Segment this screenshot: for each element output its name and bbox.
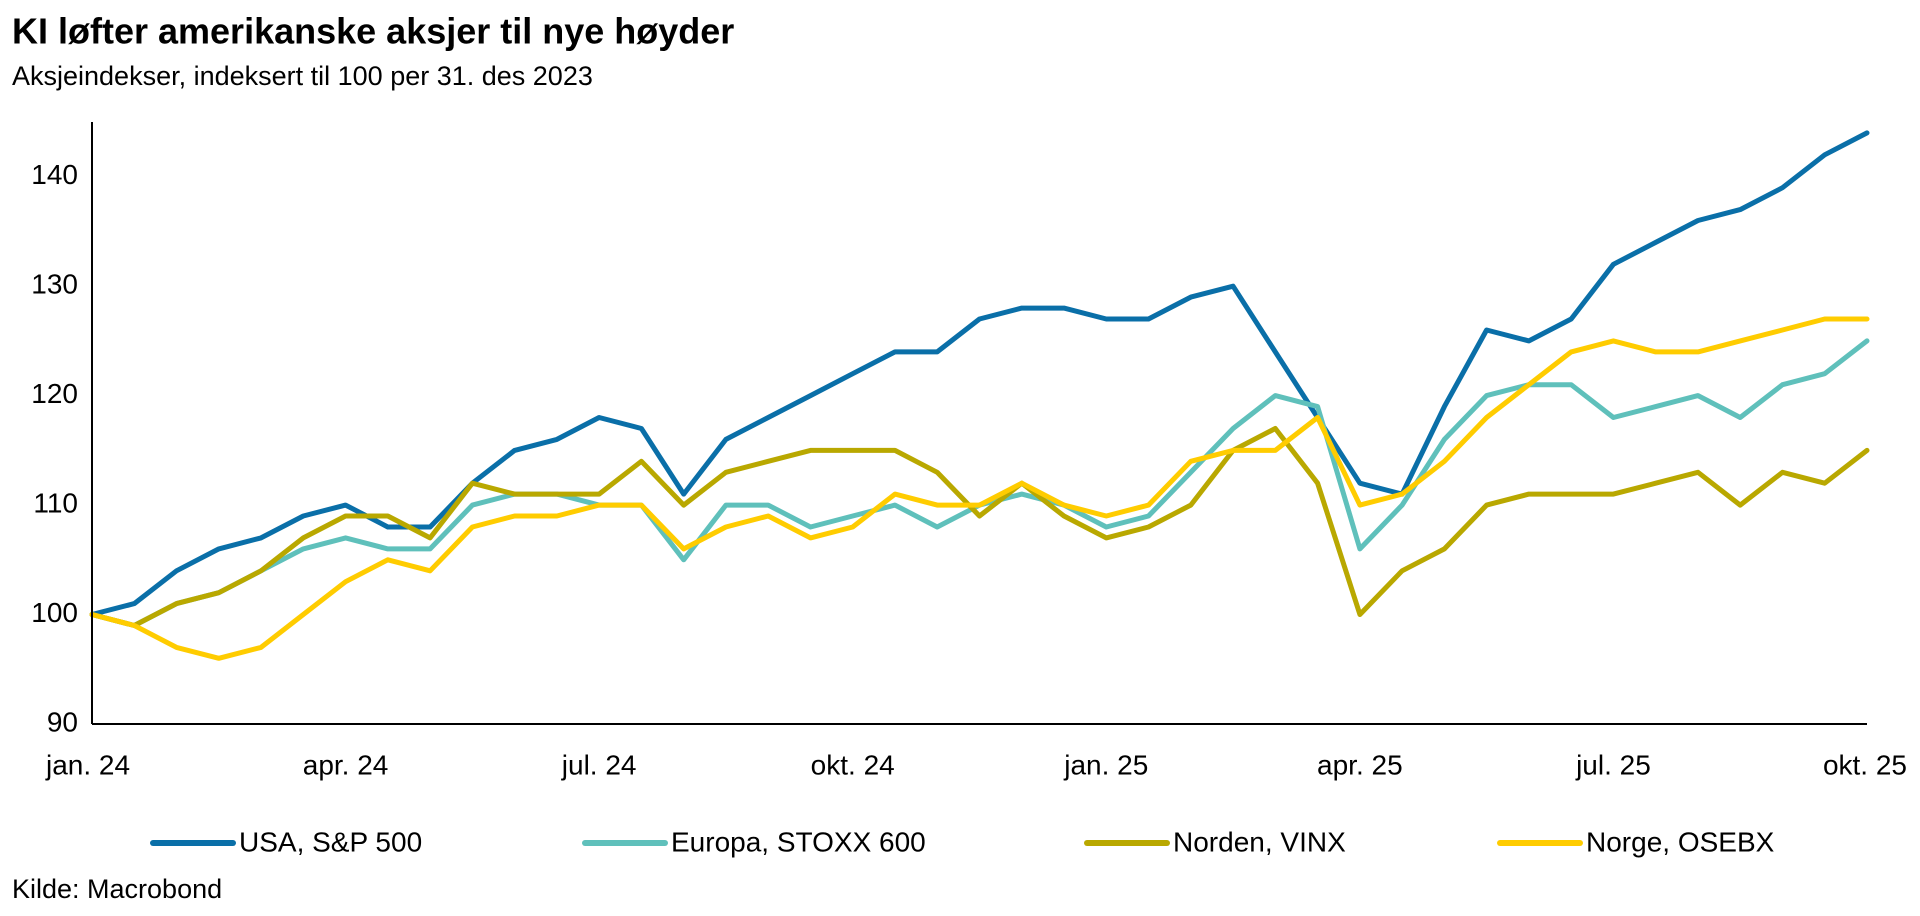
chart-subtitle: Aksjeindekser, indeksert til 100 per 31.… [12,61,593,91]
legend-label: Norden, VINX [1173,826,1346,857]
series-line [89,316,1870,661]
x-tick-label: jan. 24 [45,749,130,780]
y-tick-label: 110 [33,487,78,518]
y-tick-label: 120 [31,378,78,409]
y-tick-label: 140 [31,159,78,190]
y-tick-label: 90 [47,706,78,737]
x-tick-label: okt. 25 [1823,749,1907,780]
series-line [89,426,1870,628]
legend-label: Europa, STOXX 600 [671,826,926,857]
y-tick-label: 130 [31,269,78,300]
x-tick-label: apr. 25 [1317,749,1403,780]
legend-label: USA, S&P 500 [239,826,422,857]
chart-title: KI løfter amerikanske aksjer til nye høy… [12,11,734,52]
series-line [89,338,1870,628]
legend-label: Norge, OSEBX [1586,826,1775,857]
series-line [89,130,1870,617]
x-tick-label: jul. 25 [1575,749,1651,780]
y-tick-label: 100 [31,597,78,628]
x-tick-label: okt. 24 [811,749,895,780]
source: Kilde: Macrobond [12,874,222,904]
x-tick-label: jan. 25 [1063,749,1148,780]
x-tick-label: jul. 24 [561,749,637,780]
x-tick-label: apr. 24 [303,749,389,780]
